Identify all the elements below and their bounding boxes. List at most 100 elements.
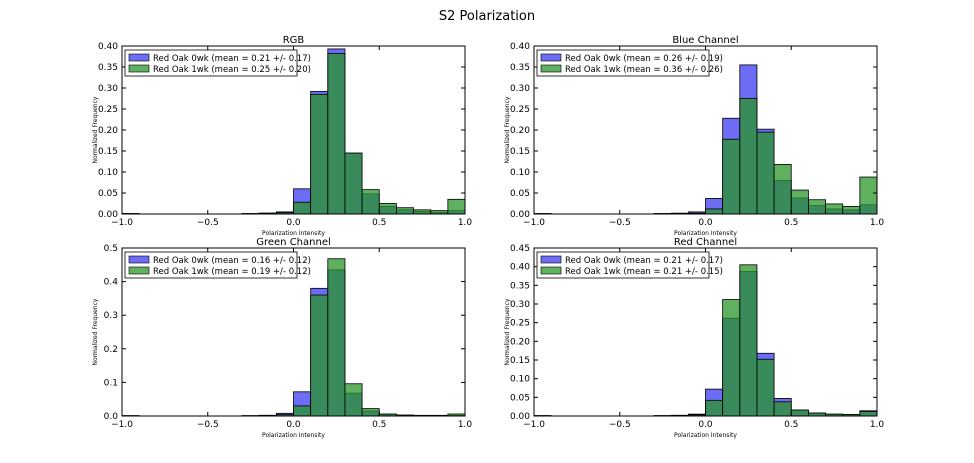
bar-1wk bbox=[310, 93, 329, 215]
legend-label: Red Oak 0wk (mean = 0.26 +/- 0.19) bbox=[565, 54, 723, 64]
x-tick-label: −1.0 bbox=[111, 218, 133, 228]
y-axis-label: Normalized Frequency bbox=[92, 96, 99, 163]
y-tick-label: 0.20 bbox=[510, 337, 530, 347]
legend-swatch bbox=[540, 266, 562, 275]
legend-swatch bbox=[128, 255, 150, 264]
bar-1wk bbox=[756, 358, 775, 417]
chart-panel: −1.0 −0.5 0.0 0.5 1.0 0.00 0.05 0.10 0.15 0.20 0.2… bbox=[504, 237, 884, 439]
x-tick-label: −1.0 bbox=[111, 420, 133, 430]
y-tick-label: 0.35 bbox=[98, 63, 118, 73]
y-tick-label: 0.10 bbox=[510, 168, 530, 178]
bar-1wk bbox=[395, 207, 414, 215]
bar-1wk bbox=[808, 199, 826, 215]
bar-1wk bbox=[773, 401, 792, 417]
y-tick-label: 0.4 bbox=[104, 278, 119, 288]
y-tick-label: 0.05 bbox=[510, 393, 530, 403]
y-axis-label: Normalized Frequency bbox=[504, 298, 511, 365]
y-tick-label: 0.40 bbox=[98, 42, 118, 52]
y-tick-label: 0.00 bbox=[510, 210, 530, 220]
y-tick-label: 0.30 bbox=[510, 300, 530, 310]
legend-box bbox=[536, 49, 710, 77]
legend-label: Red Oak 0wk (mean = 0.21 +/- 0.17) bbox=[153, 54, 311, 64]
bar-1wk bbox=[842, 206, 861, 215]
x-tick-label: 0.0 bbox=[698, 420, 713, 430]
x-tick-label: 1.0 bbox=[458, 420, 473, 430]
bar-1wk bbox=[825, 203, 844, 215]
y-tick-label: 0.05 bbox=[98, 189, 118, 199]
legend-swatch bbox=[540, 64, 562, 73]
y-tick-label: 0.00 bbox=[510, 412, 530, 422]
bar-1wk bbox=[773, 164, 792, 215]
legend-box bbox=[124, 49, 298, 77]
x-axis-label: Polarization Intensity bbox=[674, 230, 737, 237]
legend-label: Red Oak 0wk (mean = 0.16 +/- 0.12) bbox=[153, 256, 311, 266]
y-axis-label: Normalized Frequency bbox=[92, 298, 99, 365]
bar-1wk bbox=[722, 299, 741, 417]
y-tick-label: 0.5 bbox=[104, 244, 118, 254]
legend-label: Red Oak 1wk (mean = 0.36 +/- 0.26) bbox=[565, 65, 723, 75]
chart-title: Red Channel bbox=[674, 237, 737, 248]
y-tick-label: 0.45 bbox=[510, 244, 530, 254]
x-tick-label: 1.0 bbox=[870, 218, 885, 228]
legend-swatch bbox=[540, 255, 562, 264]
legend-swatch bbox=[128, 266, 150, 275]
bar-1wk bbox=[739, 98, 758, 215]
panels: −1.0 −0.5 0.0 0.5 1.0 0.00 0.05 0.10 0.15 0.20 0.2… bbox=[92, 35, 884, 439]
bar-1wk bbox=[430, 210, 449, 215]
legend: Red Oak 0wk (mean = 0.26 +/- 0.19)Red Oa… bbox=[536, 49, 723, 77]
x-tick-label: −0.5 bbox=[609, 420, 631, 430]
bar-1wk bbox=[739, 264, 758, 417]
y-tick-label: 0.30 bbox=[98, 84, 118, 94]
bar-1wk bbox=[327, 258, 346, 417]
bar-1wk bbox=[293, 201, 312, 215]
legend: Red Oak 0wk (mean = 0.16 +/- 0.12)Red Oa… bbox=[124, 251, 311, 279]
legend-box bbox=[124, 251, 298, 279]
bar-1wk bbox=[790, 189, 809, 215]
y-tick-label: 0.25 bbox=[510, 105, 530, 115]
bar-1wk bbox=[413, 209, 432, 215]
x-tick-label: 0.0 bbox=[698, 218, 713, 228]
bar-1wk bbox=[859, 176, 878, 215]
x-tick-label: −1.0 bbox=[523, 218, 545, 228]
bar-1wk bbox=[310, 294, 329, 417]
legend: Red Oak 0wk (mean = 0.21 +/- 0.17)Red Oa… bbox=[124, 49, 311, 77]
y-tick-label: 0.05 bbox=[510, 189, 530, 199]
bar-1wk bbox=[705, 399, 724, 417]
bar-1wk bbox=[344, 383, 363, 417]
bar-1wk bbox=[378, 203, 397, 215]
bar-1wk bbox=[293, 405, 312, 417]
x-tick-label: 0.0 bbox=[286, 420, 301, 430]
y-tick-label: 0.0 bbox=[104, 412, 119, 422]
x-tick-label: 0.5 bbox=[372, 218, 386, 228]
x-tick-label: 0.5 bbox=[784, 420, 798, 430]
chart-panel: −1.0 −0.5 0.0 0.5 1.0 0.0 0.1 0.2 0.3 0.4 0.5 Green… bbox=[92, 237, 472, 439]
y-tick-label: 0.30 bbox=[510, 84, 530, 94]
y-tick-label: 0.25 bbox=[98, 105, 118, 115]
x-axis-label: Polarization Intensity bbox=[262, 230, 325, 237]
x-axis-label: Polarization Intensity bbox=[262, 432, 325, 439]
bar-1wk bbox=[344, 152, 363, 215]
chart-panel: −1.0 −0.5 0.0 0.5 1.0 0.00 0.05 0.10 0.15 0.20 0.2… bbox=[92, 35, 472, 237]
y-tick-label: 0.35 bbox=[510, 63, 530, 73]
y-tick-label: 0.40 bbox=[510, 263, 530, 273]
bar-1wk bbox=[722, 138, 741, 215]
legend-swatch bbox=[540, 53, 562, 62]
y-tick-label: 0.10 bbox=[98, 168, 118, 178]
y-tick-label: 0.00 bbox=[98, 210, 118, 220]
legend-label: Red Oak 0wk (mean = 0.21 +/- 0.17) bbox=[565, 256, 723, 266]
y-tick-label: 0.35 bbox=[510, 281, 530, 291]
x-tick-label: 1.0 bbox=[458, 218, 473, 228]
y-tick-label: 0.20 bbox=[510, 126, 530, 136]
bar-1wk bbox=[327, 53, 346, 215]
x-tick-label: 1.0 bbox=[870, 420, 885, 430]
x-tick-label: −0.5 bbox=[197, 420, 219, 430]
chart-title: RGB bbox=[283, 35, 305, 46]
legend: Red Oak 0wk (mean = 0.21 +/- 0.17)Red Oa… bbox=[536, 251, 723, 279]
y-tick-label: 0.10 bbox=[510, 375, 530, 385]
y-tick-label: 0.40 bbox=[510, 42, 530, 52]
figure-title: S2 Polarization bbox=[439, 9, 535, 24]
x-tick-label: −1.0 bbox=[523, 420, 545, 430]
x-tick-label: 0.0 bbox=[286, 218, 301, 228]
